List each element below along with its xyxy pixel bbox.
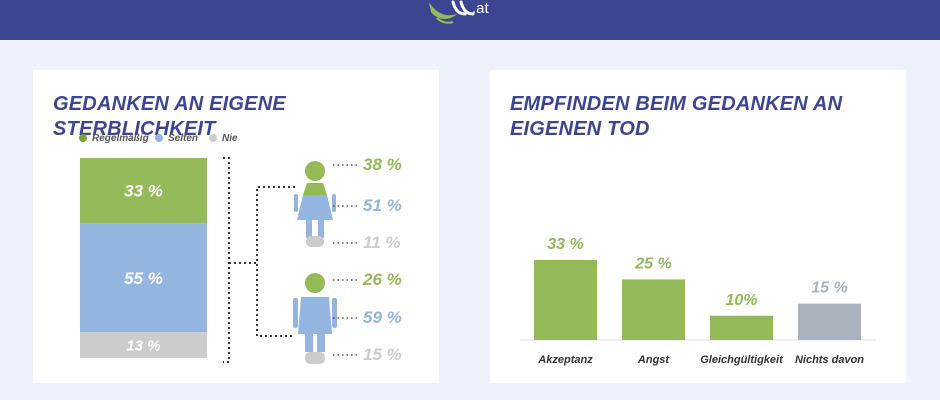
legend-item-seldom: Selten (155, 133, 198, 144)
category-label-akzeptanz: Akzeptanz (537, 354, 593, 366)
breakdown-label-female-seldom: 51 % (363, 196, 402, 215)
stack-label-regular: 33 % (124, 182, 163, 201)
legend-dot-regular (79, 134, 87, 143)
category-label-nichts-davon: Nichts davon (795, 354, 864, 366)
bar-angst (622, 279, 685, 340)
stack-label-seldom: 55 % (124, 269, 163, 288)
bar-value-label-akzeptanz: 33 % (547, 236, 583, 253)
bar-value-label-gleichg-ltigkeit: 10% (725, 292, 757, 309)
logo-domain-text: .at (472, 0, 489, 17)
right-panel-title-line2: EIGENEN TOD (510, 118, 650, 140)
bracket-total (223, 157, 230, 363)
female-figure-icon (294, 161, 336, 247)
bar-value-label-angst: 25 % (634, 255, 671, 272)
bar-value-label-nichts-davon: 15 % (811, 280, 847, 297)
logo-icon[interactable] (425, 0, 475, 30)
mortality-thoughts-card: GEDANKEN AN EIGENE STERBLICHKEIT Regelmä… (33, 70, 439, 383)
left-panel-title: GEDANKEN AN EIGENE STERBLICHKEIT (53, 93, 286, 140)
right-panel-title-line1: EMPFINDEN BEIM GEDANKEN AN (510, 93, 843, 115)
death-feelings-card: EMPFINDEN BEIM GEDANKEN AN EIGENEN TOD 3… (490, 70, 906, 383)
stack-segment-seldom (80, 223, 207, 333)
bars-group: 33 % Akzeptanz 25 % Angst 10% Gleichgültigkei… (534, 236, 864, 366)
male-figure-icon (293, 273, 337, 364)
stacked-bar-group: 33 % 55 % 13 % (80, 158, 207, 358)
legend-item-regular: Regelmäßig (79, 133, 149, 144)
breakdown-label-female-regular: 38 % (363, 155, 402, 174)
bar-akzeptanz (534, 260, 597, 340)
breakdown-label-male-never: 15 % (363, 345, 402, 364)
stack-segment-never (80, 332, 207, 358)
gender-breakdown-group: 38 % 51 % 11 % 26 % 59 % 15 % (333, 155, 402, 364)
stack-segment-regular (80, 158, 207, 224)
bar-gleichg-ltigkeit (710, 315, 773, 340)
category-label-angst: Angst (637, 354, 671, 366)
legend-label-never: Nie (222, 133, 238, 144)
bracket-genders (256, 186, 295, 337)
category-label-gleichg-ltigkeit: Gleichgültigkeit (700, 354, 784, 366)
stack-label-never: 13 % (126, 337, 160, 354)
breakdown-label-female-never: 11 % (363, 233, 401, 252)
bar-chart: 33 % Akzeptanz 25 % Angst 10% Gleichgültigkei… (520, 236, 876, 366)
legend-dot-seldom (155, 134, 163, 143)
bar-nichts-davon (798, 303, 861, 340)
breakdown-label-male-regular: 26 % (362, 270, 402, 289)
legend-label-seldom: Selten (168, 133, 199, 144)
legend-label-regular: Regelmäßig (92, 133, 149, 144)
stacked-bar-chart: 33 % 55 % 13 % 38 % 51 % 11 % 26 % 59 % 15 % (80, 155, 402, 364)
header-bar: .at (0, 0, 940, 40)
legend-dot-never (209, 134, 217, 143)
legend-item-never: Nie (209, 133, 238, 144)
breakdown-label-male-seldom: 59 % (363, 308, 402, 327)
